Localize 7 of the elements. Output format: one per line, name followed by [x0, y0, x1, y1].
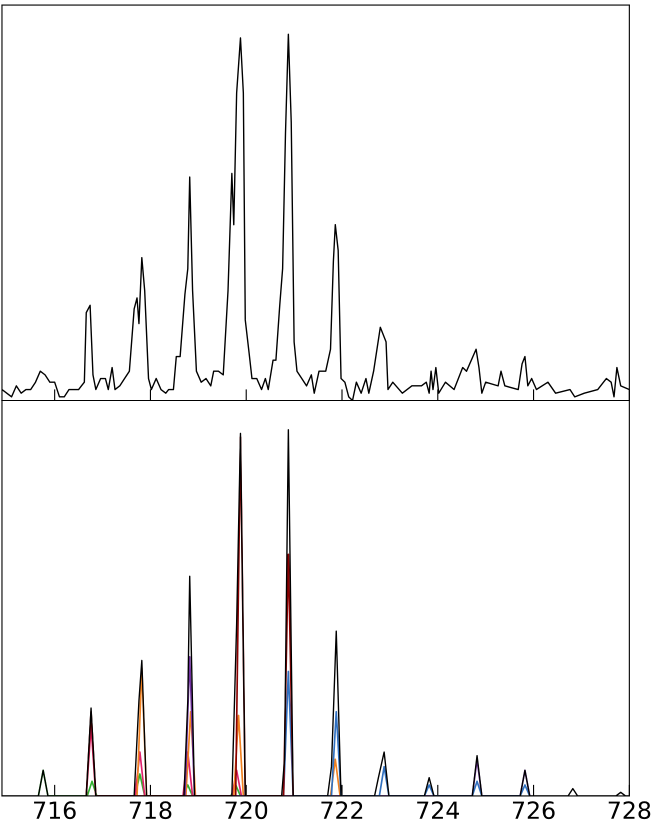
x-tick-label: 718: [130, 801, 172, 820]
x-tick-label: 716: [34, 801, 76, 820]
x-tick-label: 724: [417, 801, 459, 819]
x-tick-label: 728: [608, 801, 650, 820]
x-tick-label: 726: [512, 801, 555, 820]
x-tick-label: 722: [321, 801, 362, 819]
x-tick-label: 720: [226, 801, 268, 820]
